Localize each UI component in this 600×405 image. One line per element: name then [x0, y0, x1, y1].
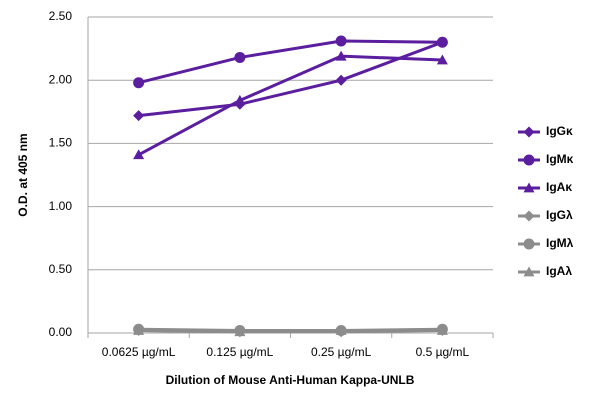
x-axis-title: Dilution of Mouse Anti-Human Kappa-UNLB [166, 373, 415, 387]
series-line [138, 328, 443, 334]
legend-marker [523, 182, 535, 193]
legend-marker [523, 210, 535, 222]
marker [436, 36, 448, 48]
series-line [137, 54, 443, 157]
x-tick-label: 0.5 µg/mL [416, 345, 470, 359]
marker [335, 74, 347, 86]
series-line [138, 40, 443, 118]
x-tick-label: 0.25 µg/mL [311, 345, 372, 359]
marker [436, 54, 448, 65]
marker [335, 35, 347, 47]
legend-label: IgGκ [546, 124, 573, 138]
legend-label: IgAλ [546, 264, 572, 278]
marker [133, 324, 145, 335]
marker [234, 51, 246, 63]
legend-label: IgMκ [546, 152, 574, 166]
y-tick-label: 2.00 [49, 72, 73, 86]
marker [234, 94, 246, 105]
legend-marker [523, 126, 535, 138]
x-tick-label: 0.125 µg/mL [206, 345, 273, 359]
marker [335, 324, 347, 335]
marker [133, 110, 145, 122]
legend-marker [523, 266, 535, 277]
y-tick-label: 0.50 [49, 262, 73, 276]
marker [234, 326, 246, 337]
legend-marker [523, 238, 535, 250]
legend-label: IgGλ [546, 208, 573, 222]
y-tick-label: 1.00 [49, 199, 73, 213]
legend-label: IgAκ [546, 180, 572, 194]
marker [436, 324, 448, 335]
marker [133, 149, 145, 160]
y-tick-label: 2.50 [49, 9, 73, 23]
series-line [138, 39, 443, 85]
legend-label: IgMλ [546, 236, 574, 250]
marker [335, 50, 347, 61]
marker [133, 77, 145, 89]
x-tick-label: 0.0625 µg/mL [102, 345, 176, 359]
legend-marker [523, 154, 535, 166]
y-tick-label: 0.00 [49, 325, 73, 339]
y-axis-title: O.D. at 405 nm [16, 133, 30, 216]
y-tick-label: 1.50 [49, 136, 73, 150]
